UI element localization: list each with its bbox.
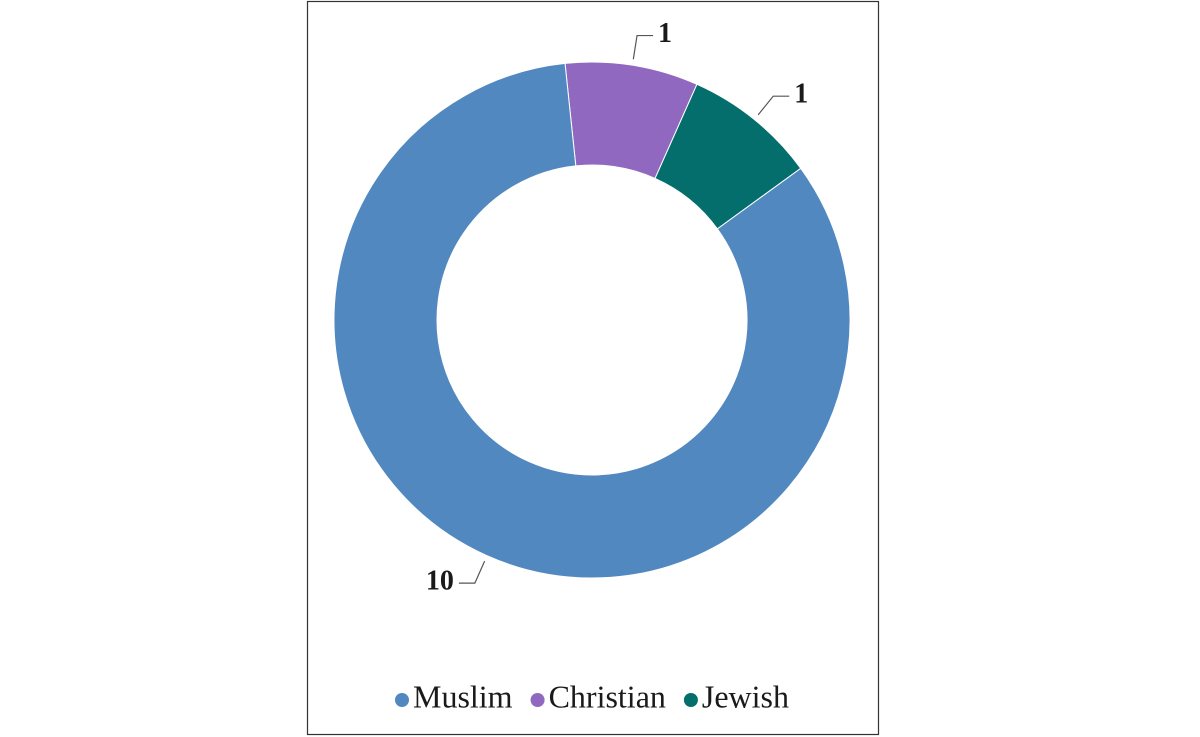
data-label: 10	[426, 566, 454, 597]
leader-line	[757, 95, 790, 116]
legend-label: Christian	[549, 678, 666, 714]
donut-slice	[333, 62, 851, 579]
leader-line	[458, 560, 486, 584]
leader-line	[632, 34, 654, 60]
legend-marker	[394, 693, 409, 707]
data-label: 1	[794, 79, 808, 110]
legend-marker	[530, 693, 545, 707]
legend-label: Jewish	[702, 678, 789, 714]
legend-marker	[683, 693, 698, 707]
data-label: 1	[658, 18, 672, 49]
legend-label: Muslim	[413, 678, 513, 714]
